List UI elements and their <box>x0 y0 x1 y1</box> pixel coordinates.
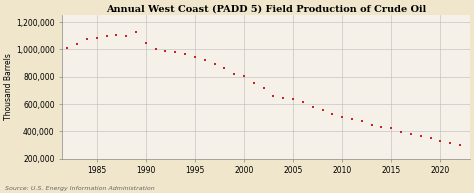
Y-axis label: Thousand Barrels: Thousand Barrels <box>4 54 13 120</box>
Text: Source: U.S. Energy Information Administration: Source: U.S. Energy Information Administ… <box>5 186 155 191</box>
Title: Annual West Coast (PADD 5) Field Production of Crude Oil: Annual West Coast (PADD 5) Field Product… <box>106 4 426 13</box>
